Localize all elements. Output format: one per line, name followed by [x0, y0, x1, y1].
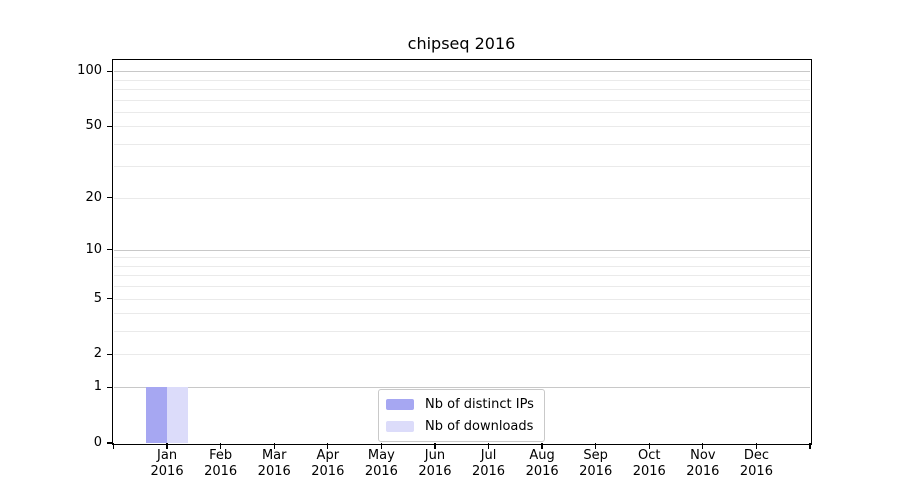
x-tick-year: 2016: [204, 464, 238, 479]
gridline-minor: [113, 166, 810, 168]
legend-item-downloads: Nb of downloads: [386, 418, 536, 435]
x-tick-month: Feb: [209, 448, 233, 463]
y-tick-label: 5: [93, 290, 102, 306]
x-tick-month: Jul: [480, 448, 497, 463]
y-tick: [106, 386, 113, 388]
x-tick-month: Nov: [690, 448, 716, 463]
gridline-minor: [113, 126, 810, 128]
x-tick-label: Nov 2016: [671, 448, 735, 480]
x-tick: [112, 443, 115, 449]
x-tick-month: Aug: [529, 448, 555, 463]
y-tick-label: 20: [85, 189, 102, 205]
x-tick-label: Feb 2016: [189, 448, 253, 480]
legend-swatch-downloads: [386, 421, 414, 432]
y-tick: [106, 353, 113, 356]
x-tick-label: Apr 2016: [296, 448, 360, 480]
gridline-minor: [113, 275, 810, 277]
y-tick-label: 2: [93, 346, 102, 362]
y-tick: [106, 70, 113, 72]
gridline-minor: [113, 99, 810, 101]
x-tick-month: Apr: [316, 448, 340, 463]
x-tick-year: 2016: [257, 464, 291, 479]
gridline-major: [113, 71, 810, 73]
x-tick-month: Sep: [583, 448, 608, 463]
bar-distinct-ips: [145, 387, 168, 443]
x-tick-year: 2016: [311, 464, 345, 479]
x-tick-month: Jun: [424, 448, 446, 463]
legend-swatch-distinct-ips: [386, 399, 414, 410]
gridline-minor: [113, 88, 810, 90]
x-tick-label: Jan 2016: [135, 448, 199, 480]
gridline-minor: [113, 143, 810, 145]
x-tick-label: Sep 2016: [564, 448, 628, 480]
x-tick-label: Aug 2016: [510, 448, 574, 480]
x-tick-month: Dec: [743, 448, 769, 463]
gridline-minor: [113, 298, 810, 300]
x-tick-year: 2016: [150, 464, 184, 479]
gridline-minor: [113, 286, 810, 288]
x-tick-month: May: [367, 448, 395, 463]
y-tick: [106, 197, 113, 199]
y-tick: [106, 125, 113, 127]
x-tick-year: 2016: [471, 464, 506, 479]
x-tick-month: Mar: [261, 448, 287, 463]
legend-label-downloads: Nb of downloads: [425, 419, 534, 434]
bar-downloads: [167, 387, 189, 443]
x-tick-year: 2016: [364, 464, 398, 479]
gridline-minor: [113, 265, 810, 267]
x-tick: [541, 443, 543, 449]
x-tick: [327, 443, 329, 449]
gridline-minor: [113, 257, 810, 259]
x-tick-label: Dec 2016: [724, 448, 788, 480]
x-tick: [755, 443, 758, 449]
gridline-minor: [113, 331, 810, 333]
gridline-minor: [113, 111, 810, 113]
x-tick-year: 2016: [525, 464, 559, 479]
y-tick-label: 1: [93, 379, 102, 395]
gridline-minor: [113, 79, 810, 81]
x-tick: [648, 443, 650, 449]
x-tick: [434, 443, 436, 449]
x-tick: [702, 443, 704, 449]
x-tick: [487, 443, 490, 449]
x-tick-year: 2016: [632, 464, 666, 479]
gridline-major: [113, 249, 810, 251]
x-tick: [273, 443, 275, 449]
gridline-major: [113, 387, 810, 389]
gridline-minor: [113, 197, 810, 199]
x-tick-year: 2016: [739, 464, 773, 479]
legend-label-distinct-ips: Nb of distinct IPs: [425, 397, 534, 412]
y-tick: [106, 442, 113, 444]
y-tick-label: 50: [85, 118, 102, 134]
x-tick-year: 2016: [579, 464, 613, 479]
gridline-minor: [113, 354, 810, 356]
x-tick-label: Oct 2016: [617, 448, 681, 480]
chart-title: chipseq 2016: [407, 34, 516, 53]
gridline-minor: [113, 313, 810, 315]
legend-item-distinct-ips: Nb of distinct IPs: [386, 396, 536, 413]
x-tick-year: 2016: [418, 464, 452, 479]
x-tick-label: May 2016: [349, 448, 413, 480]
y-tick-label: 0: [93, 435, 102, 450]
y-tick-label: 10: [85, 241, 102, 257]
x-tick-month: Oct: [638, 448, 661, 463]
y-tick: [106, 297, 113, 300]
x-tick: [380, 443, 383, 449]
x-tick: [595, 443, 597, 449]
x-tick-year: 2016: [686, 464, 720, 479]
y-tick-label: 100: [77, 63, 102, 79]
x-tick-label: Jul 2016: [457, 448, 521, 480]
x-tick: [809, 443, 811, 449]
x-tick-label: Mar 2016: [242, 448, 306, 480]
x-tick: [220, 443, 222, 449]
x-tick-label: Jun 2016: [403, 448, 467, 480]
x-tick-month: Jan: [157, 448, 178, 463]
x-tick: [166, 443, 168, 449]
y-tick: [106, 249, 113, 251]
legend: Nb of distinct IPs Nb of downloads: [378, 389, 545, 442]
